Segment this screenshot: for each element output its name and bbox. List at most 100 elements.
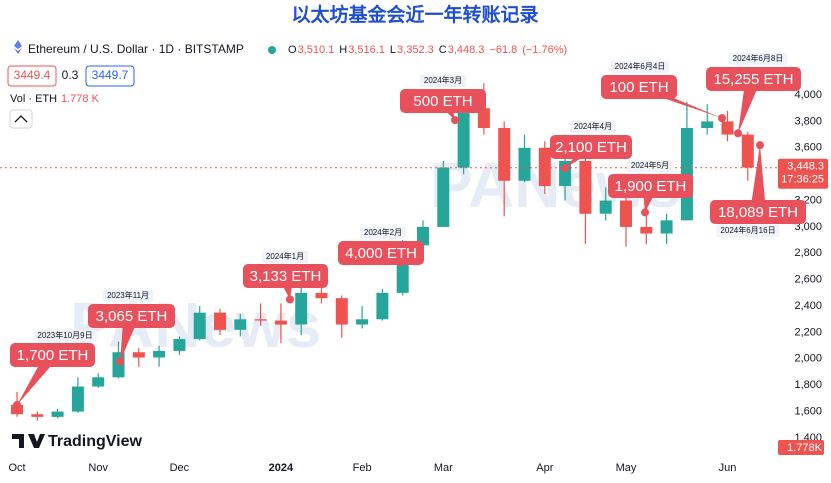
ohlc-item: C [439,44,447,56]
annotation-date-box [716,225,780,237]
annotation-label: 18,089 ETH [718,204,798,221]
annotation-date-box [610,61,670,73]
countdown: 17:36:25 [781,174,824,186]
candle-body [315,292,328,299]
annotation-pointer [17,355,61,405]
candle-body [721,121,734,135]
x-tick-label: Oct [8,462,25,474]
candle-body [274,320,287,325]
ohlc-item: H [339,44,347,56]
y-tick-label: 4,000 [794,89,822,101]
y-tick-label: 1,800 [794,379,822,391]
candle-body [193,312,206,340]
annotation-label: 15,255 ETH [713,71,793,88]
annotation-date-box [33,330,97,342]
annotation-date: 2024年2月 [364,227,402,237]
annotation-date: 2024年6月16日 [720,225,775,235]
annotation-label: 1,700 ETH [17,347,89,364]
annotation-label: 500 ETH [413,93,472,110]
x-tick-label: Mar [434,462,453,474]
annotation-bubble [88,304,175,328]
x-tick-label: 2024 [269,462,294,474]
annotation-bubble [338,241,424,265]
annotation-date-box [626,160,674,172]
annotation-date: 2023年10月9日 [37,330,92,340]
annotation-bubble [243,264,328,288]
x-tick-label: Feb [353,462,372,474]
chart-title: 以太坊基金会近一年转账记录 [291,3,538,26]
volume-label: Vol · ETH [10,93,57,105]
annotation-bubble [608,174,693,198]
ohlc-item: L [390,44,396,56]
candle-body [538,147,551,187]
candle-body [376,292,389,320]
last-price-tag [778,158,828,189]
ohlc-item: (−1.76%) [522,44,567,56]
annotation-point [13,400,21,409]
plot-area [11,83,754,421]
ohlc-item: 3,510.1 [298,44,335,56]
annotation-point [451,116,459,125]
x-tick-label: May [616,462,637,474]
candle-body [701,121,714,129]
ohlc-item: 3,516.1 [348,44,385,56]
annotation-date: 2024年1月 [266,251,304,261]
annotation-label: 3,133 ETH [250,268,322,285]
y-tick-label: 3,600 [794,142,822,154]
candle-body [254,319,267,321]
candle-body [518,147,531,181]
candle-body [11,404,23,415]
x-tick-label: Apr [536,462,553,474]
annotation-date-box [359,227,407,239]
ask[interactable]: 3449.7 [92,68,129,82]
candle-body [31,414,44,417]
brand: TradingView [48,433,143,450]
collapse-button[interactable] [9,109,33,129]
annotation-point [756,141,764,150]
bid-box[interactable] [7,65,57,87]
candle-body [153,350,166,358]
annotation-bubble [706,67,801,91]
annotation-label: 2,100 ETH [555,139,627,156]
eth-icon [14,40,22,54]
x-tick-label: Nov [88,462,108,474]
x-tick-label: Dec [170,462,190,474]
annotation-date: 2024年5月 [631,160,669,170]
candle-body [579,160,592,214]
y-tick-label: 2,800 [794,247,822,259]
candle-body [457,108,470,168]
bid[interactable]: 3449.4 [14,68,51,82]
y-tick-label: 2,000 [794,353,822,365]
spread: 0.3 [62,68,79,82]
candle-body [620,200,632,227]
symbol: Ethereum / U.S. Dollar · 1D · BITSTAMP [28,42,244,56]
annotation-date-box [419,75,467,87]
y-tick-label: 3,800 [794,115,822,127]
annotation-label: 100 ETH [609,79,668,96]
ohlc-legend: O 3,510.1 H 3,516.1 L 3,352.3 C 3,448.3 −61.8 (−1… [288,44,567,56]
candle-body [335,298,348,325]
annotation-date: 2024年6月4日 [615,61,666,71]
ask-box[interactable] [85,65,135,87]
annotation-label: 4,000 ETH [345,245,417,262]
market-status [268,46,276,54]
candle-body [214,312,226,330]
brand-logo [12,434,45,448]
candle-body [498,128,511,181]
annotation-point [116,357,124,366]
annotation-date-box [261,251,309,263]
candle-body [356,319,369,325]
annotation-date: 2023年11月 [107,290,149,300]
candle-body [51,411,64,417]
volume-tag-label: 1.778K [787,442,823,454]
y-tick-label: 1,600 [794,405,822,417]
candle-body [92,377,105,387]
annotation-label: 3,065 ETH [96,308,168,325]
candle-body [132,352,145,358]
annotation-bubble [400,89,486,113]
y-tick-label: 2,200 [794,326,822,338]
annotation-point [718,114,726,123]
collapse-icon [14,115,28,123]
